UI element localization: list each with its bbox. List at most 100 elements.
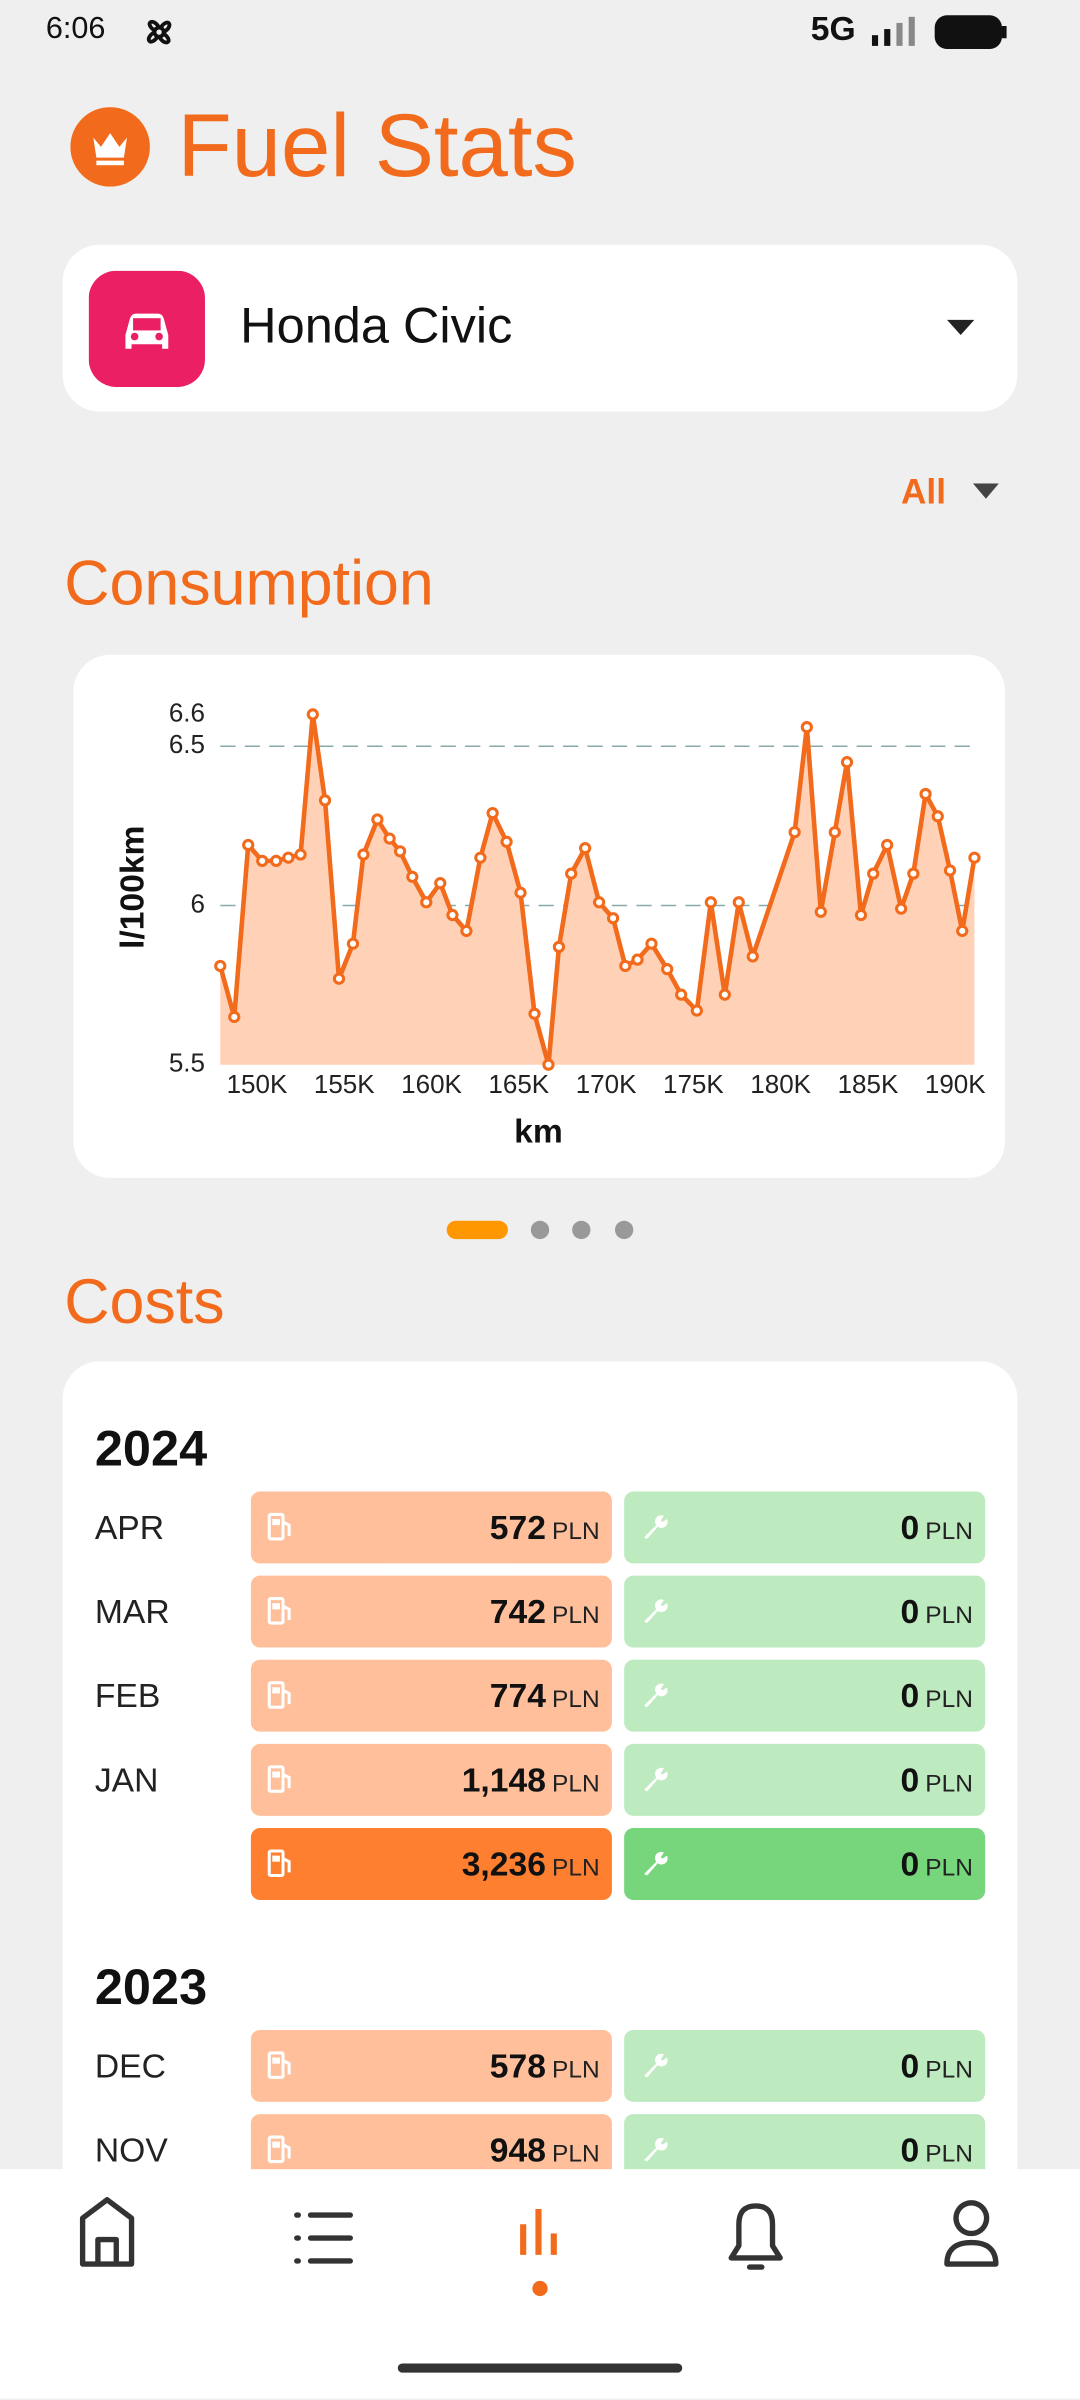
amount-value: 0 bbox=[900, 2046, 920, 2086]
currency: PLN bbox=[552, 1687, 600, 1714]
cell-icon bbox=[267, 2135, 291, 2164]
dropdown-arrow bbox=[946, 319, 975, 336]
amount-value: 0 bbox=[900, 1760, 920, 1799]
x-tick-label: 190K bbox=[925, 1069, 986, 1099]
cell-icon bbox=[267, 1597, 291, 1625]
amount: 3,236 PLN bbox=[462, 1828, 600, 1904]
cell-icon bbox=[644, 1683, 668, 1708]
cell-icon bbox=[644, 1851, 668, 1876]
nav-notifications[interactable] bbox=[728, 2203, 783, 2270]
data-point bbox=[383, 832, 396, 845]
currency: PLN bbox=[925, 2141, 973, 2168]
amount: 578 PLN bbox=[490, 2030, 600, 2106]
data-point bbox=[446, 908, 459, 922]
x-tick-label: 180K bbox=[750, 1069, 811, 1099]
filter-arrow bbox=[972, 483, 999, 499]
data-point bbox=[690, 1004, 703, 1017]
page-indicator bbox=[446, 1220, 634, 1240]
nav-list[interactable] bbox=[294, 2212, 353, 2264]
service-cost: 0 PLN bbox=[624, 1575, 986, 1648]
status-icon bbox=[146, 19, 172, 45]
data-point bbox=[606, 912, 620, 925]
y-tick-label: 6.5 bbox=[169, 729, 205, 759]
fuel-cost: 742 PLN bbox=[250, 1575, 612, 1648]
data-point bbox=[675, 988, 688, 1001]
month-label: APR bbox=[94, 1508, 165, 1547]
currency: PLN bbox=[925, 1687, 973, 1714]
total-row: 3,236 PLN 0 PLN bbox=[95, 1828, 986, 1900]
service-cost: 0 PLN bbox=[624, 1743, 986, 1816]
month-row: DEC 578 PLN 0 PLN bbox=[94, 2029, 986, 2102]
service-cost: 0 PLN bbox=[624, 1828, 986, 1900]
data-point bbox=[332, 972, 346, 985]
month-label: NOV bbox=[94, 2130, 168, 2170]
amount: 0 PLN bbox=[900, 1744, 972, 1820]
data-point bbox=[732, 896, 745, 909]
nav-profile[interactable] bbox=[944, 2200, 999, 2267]
vehicle-icon bbox=[88, 270, 205, 388]
fuel-cost: 572 PLN bbox=[250, 1491, 612, 1564]
data-point bbox=[661, 963, 674, 976]
data-point bbox=[420, 896, 433, 909]
amount: 742 PLN bbox=[490, 1576, 600, 1652]
data-point bbox=[270, 854, 283, 868]
x-tick-label: 150K bbox=[227, 1069, 288, 1099]
data-point bbox=[881, 838, 894, 852]
x-tick-label: 185K bbox=[838, 1069, 899, 1099]
cell-icon bbox=[644, 1767, 668, 1792]
y-tick-label: 6.6 bbox=[169, 697, 205, 727]
data-point bbox=[306, 708, 319, 721]
app-title: Fuel Stats bbox=[177, 96, 577, 196]
chart-card: km l/100km 5.5 6 6.5 6.6 150K 155K 160K 165K 170… bbox=[73, 654, 1006, 1178]
data-point bbox=[704, 896, 717, 909]
x-tick-label: 155K bbox=[314, 1069, 375, 1099]
filter-label[interactable]: All bbox=[901, 471, 946, 511]
month-row: JAN 1,148 PLN 0 PLN bbox=[95, 1743, 986, 1816]
vehicle-selector[interactable]: Honda Civic bbox=[62, 244, 1018, 412]
currency: PLN bbox=[925, 1771, 973, 1798]
data-point bbox=[528, 1007, 541, 1020]
data-point bbox=[460, 924, 473, 938]
month-label: MAR bbox=[94, 1592, 170, 1631]
data-point bbox=[282, 851, 295, 864]
data-point bbox=[542, 1058, 555, 1071]
nav-home[interactable] bbox=[79, 2197, 135, 2267]
data-point bbox=[474, 851, 487, 864]
section-title: Costs bbox=[64, 1266, 225, 1338]
nav-stats[interactable] bbox=[520, 2208, 557, 2297]
data-point bbox=[788, 826, 801, 839]
cell-icon bbox=[644, 1515, 668, 1539]
currency: PLN bbox=[552, 1771, 600, 1798]
home-indicator bbox=[397, 2363, 683, 2373]
fuel-cost: 578 PLN bbox=[250, 2029, 612, 2102]
consumption-area bbox=[220, 714, 975, 1065]
amount: 774 PLN bbox=[490, 1660, 600, 1736]
data-point bbox=[943, 864, 957, 877]
data-point bbox=[318, 794, 332, 807]
data-point bbox=[371, 813, 384, 826]
data-point bbox=[814, 905, 827, 918]
data-point bbox=[895, 902, 908, 915]
amount-value: 3,236 bbox=[461, 1844, 546, 1884]
data-point bbox=[907, 867, 920, 880]
month-label: DEC bbox=[94, 2046, 166, 2086]
currency: PLN bbox=[552, 2057, 600, 2084]
status-time: 6:06 bbox=[45, 12, 106, 46]
data-point bbox=[746, 950, 759, 963]
x-tick-label: 160K bbox=[401, 1069, 462, 1099]
data-point bbox=[357, 848, 370, 861]
service-cost: 0 PLN bbox=[624, 2029, 986, 2102]
data-point bbox=[500, 835, 513, 848]
amount-value: 0 bbox=[900, 1592, 920, 1631]
amount-value: 0 bbox=[900, 1508, 920, 1547]
amount-value: 948 bbox=[489, 2130, 546, 2170]
fuel-cost: 774 PLN bbox=[250, 1659, 612, 1732]
data-point bbox=[346, 937, 360, 950]
cell-icon bbox=[644, 2053, 668, 2078]
data-point bbox=[294, 848, 307, 861]
data-point bbox=[592, 896, 606, 909]
amount: 1,148 PLN bbox=[462, 1744, 600, 1820]
month-row: FEB 774 PLN 0 PLN bbox=[95, 1659, 986, 1732]
currency: PLN bbox=[925, 1519, 973, 1546]
